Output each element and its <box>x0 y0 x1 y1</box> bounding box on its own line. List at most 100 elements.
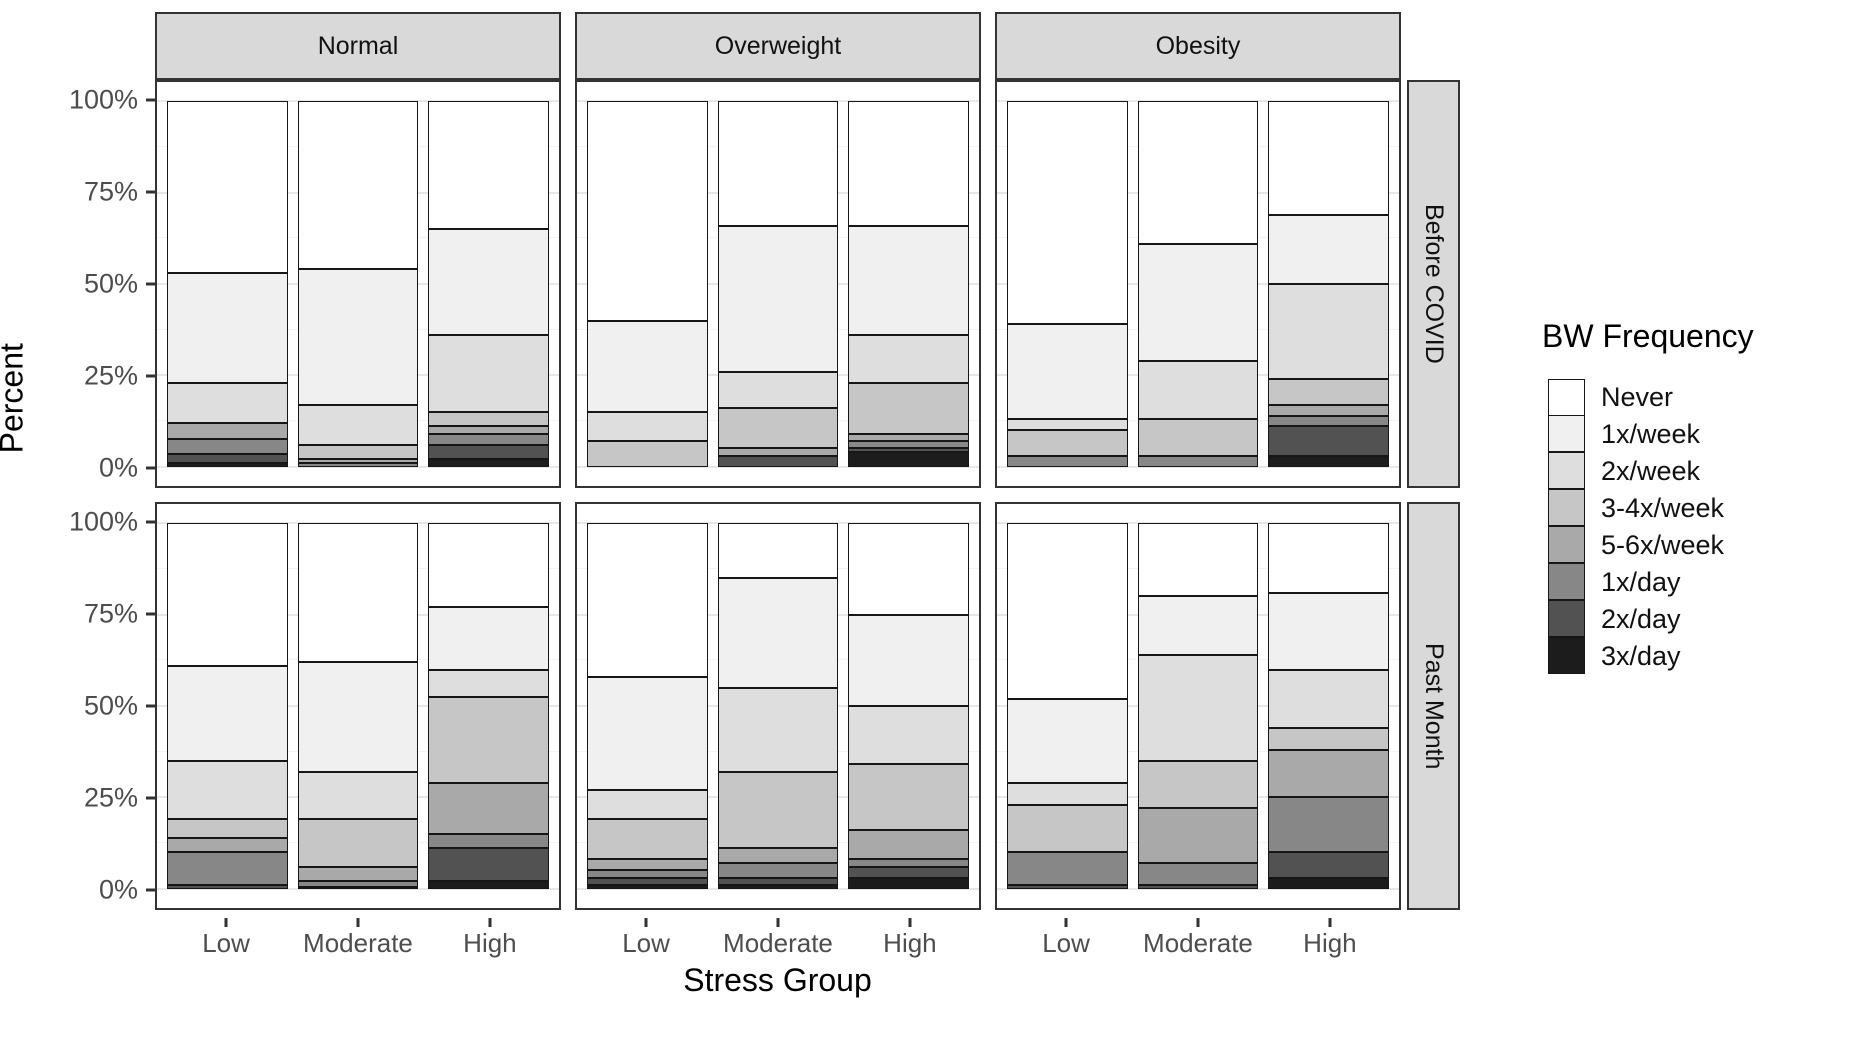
bar-segment-3-4x-week <box>717 408 839 449</box>
bar-segment-2x-day <box>717 455 839 467</box>
bar-segment-5-6x-week <box>297 866 419 882</box>
facet-strip-overweight: Overweight <box>575 12 981 80</box>
bar-segment-2x-day <box>167 884 288 889</box>
bar-segment-3x-day <box>848 452 969 467</box>
gridline-major <box>997 465 1399 468</box>
x-tick-mark <box>224 918 228 927</box>
y-tick-mark <box>146 704 155 708</box>
legend-swatch <box>1548 452 1585 490</box>
bar-segment-never <box>167 101 288 274</box>
x-tick-mark <box>776 918 780 927</box>
bar-segment-2x-week <box>1268 284 1389 379</box>
bar-segment-never <box>1007 523 1128 699</box>
gridline-major <box>157 465 559 468</box>
bar-segment-2x-week <box>587 790 708 820</box>
facet-strip-obesity: Obesity <box>995 12 1401 80</box>
bar-segment-1x-week <box>587 320 708 412</box>
y-tick-text: 0% <box>98 452 138 483</box>
gridline-major <box>157 100 559 103</box>
y-tick-text: 50% <box>83 268 138 299</box>
bar-segment-1x-day <box>587 870 708 878</box>
bar-segment-1x-day <box>717 863 839 878</box>
bar-segment-1x-day <box>297 462 419 467</box>
y-tick-text: 25% <box>83 360 138 391</box>
y-tick-label: 50% <box>84 691 155 722</box>
bars-group <box>997 523 1399 889</box>
legend-swatch <box>1548 526 1585 564</box>
bar-segment-never <box>428 523 549 608</box>
bar-segment-3-4x-week <box>297 444 419 460</box>
facet-strip-past-month: Past Month <box>1407 502 1460 910</box>
facet-strip-before-covid-label: Before COVID <box>1420 204 1448 364</box>
bar-segment-2x-day <box>1137 884 1259 889</box>
bar-segment-2x-day <box>587 877 708 885</box>
facet-strip-before-covid: Before COVID <box>1407 80 1460 488</box>
x-tick-label-low: Low <box>165 918 287 962</box>
y-tick-text: 100% <box>68 84 138 115</box>
stacked-bar-high <box>1268 523 1389 889</box>
bar-segment-5-6x-week <box>1137 808 1259 864</box>
bar-segment-1x-day <box>428 833 549 849</box>
bar-segment-2x-week <box>848 706 969 765</box>
legend-swatch <box>1548 379 1585 416</box>
bar-segment-1x-week <box>717 225 839 372</box>
bar-segment-1x-week <box>297 662 419 772</box>
legend-items: Never 1x/week 2x/week 3-4x/week 5-6x/week 1x/… <box>1548 379 1754 675</box>
bar-segment-3x-day <box>428 881 549 889</box>
y-tick-label: 75% <box>84 598 155 629</box>
legend: BW Frequency Never 1x/week 2x/week 3-4x/wee… <box>1542 318 1754 675</box>
y-tick-text: 75% <box>83 176 138 207</box>
bars-group <box>157 101 559 467</box>
bar-segment-1x-day <box>848 441 969 449</box>
bar-segment-never <box>1007 101 1128 325</box>
bar-segment-never <box>167 523 288 666</box>
bar-segment-1x-day <box>1137 455 1259 467</box>
legend-swatch <box>1548 600 1585 638</box>
bar-segment-1x-day <box>1007 852 1128 885</box>
bar-segment-2x-week <box>428 335 549 412</box>
bar-segment-2x-week <box>297 771 419 820</box>
x-axis-title-row: Stress Group <box>0 962 1460 1022</box>
y-tick-mark <box>146 796 155 800</box>
x-ticks-obesity: Low Moderate High <box>995 918 1401 962</box>
bar-segment-never <box>717 101 839 226</box>
bar-segment-1x-day <box>848 859 969 867</box>
bar-segment-3x-day <box>587 884 708 889</box>
bar-segment-2x-week <box>717 371 839 409</box>
x-tick-label-high: High <box>429 918 551 962</box>
bar-segment-never <box>1137 101 1259 244</box>
legend-swatch <box>1548 415 1585 453</box>
stacked-bar-low <box>167 523 288 889</box>
bar-segment-3-4x-week <box>587 441 708 467</box>
x-tick-label-moderate: Moderate <box>297 918 419 962</box>
y-tick-label: 50% <box>84 269 155 300</box>
bar-segment-2x-day <box>1007 884 1128 889</box>
stacked-bar-moderate <box>1137 101 1259 467</box>
bar-segment-5-6x-week <box>167 422 288 440</box>
stacked-bar-moderate <box>717 101 839 467</box>
y-tick-mark <box>146 888 155 892</box>
panel-past-month-normal <box>155 502 561 910</box>
stacked-bar-high <box>428 101 549 467</box>
y-tick-text: 25% <box>83 782 138 813</box>
y-axis-row2: 100% 75% 50% 25% 0% <box>0 502 155 910</box>
bar-segment-2x-day <box>428 848 549 882</box>
bar-segment-2x-day <box>428 444 549 460</box>
bar-segment-3x-day <box>1268 877 1389 889</box>
bar-segment-5-6x-week <box>167 837 288 853</box>
x-tick-mark <box>356 918 360 927</box>
bar-segment-2x-week <box>428 669 549 697</box>
bar-segment-1x-week <box>587 676 708 791</box>
bar-segment-1x-day <box>297 881 419 887</box>
stacked-bar-moderate <box>717 523 839 889</box>
bar-segment-2x-day <box>1268 426 1389 456</box>
bar-segment-never <box>297 523 419 663</box>
bar-segment-3x-day <box>717 884 839 889</box>
bar-segment-never <box>1137 523 1259 597</box>
bar-segment-1x-week <box>297 269 419 405</box>
bar-segment-never <box>848 101 969 226</box>
bar-segment-5-6x-week <box>717 448 839 456</box>
stacked-bar-low <box>1007 101 1128 467</box>
bar-segment-5-6x-week <box>1268 404 1389 416</box>
y-tick-mark <box>146 98 155 102</box>
